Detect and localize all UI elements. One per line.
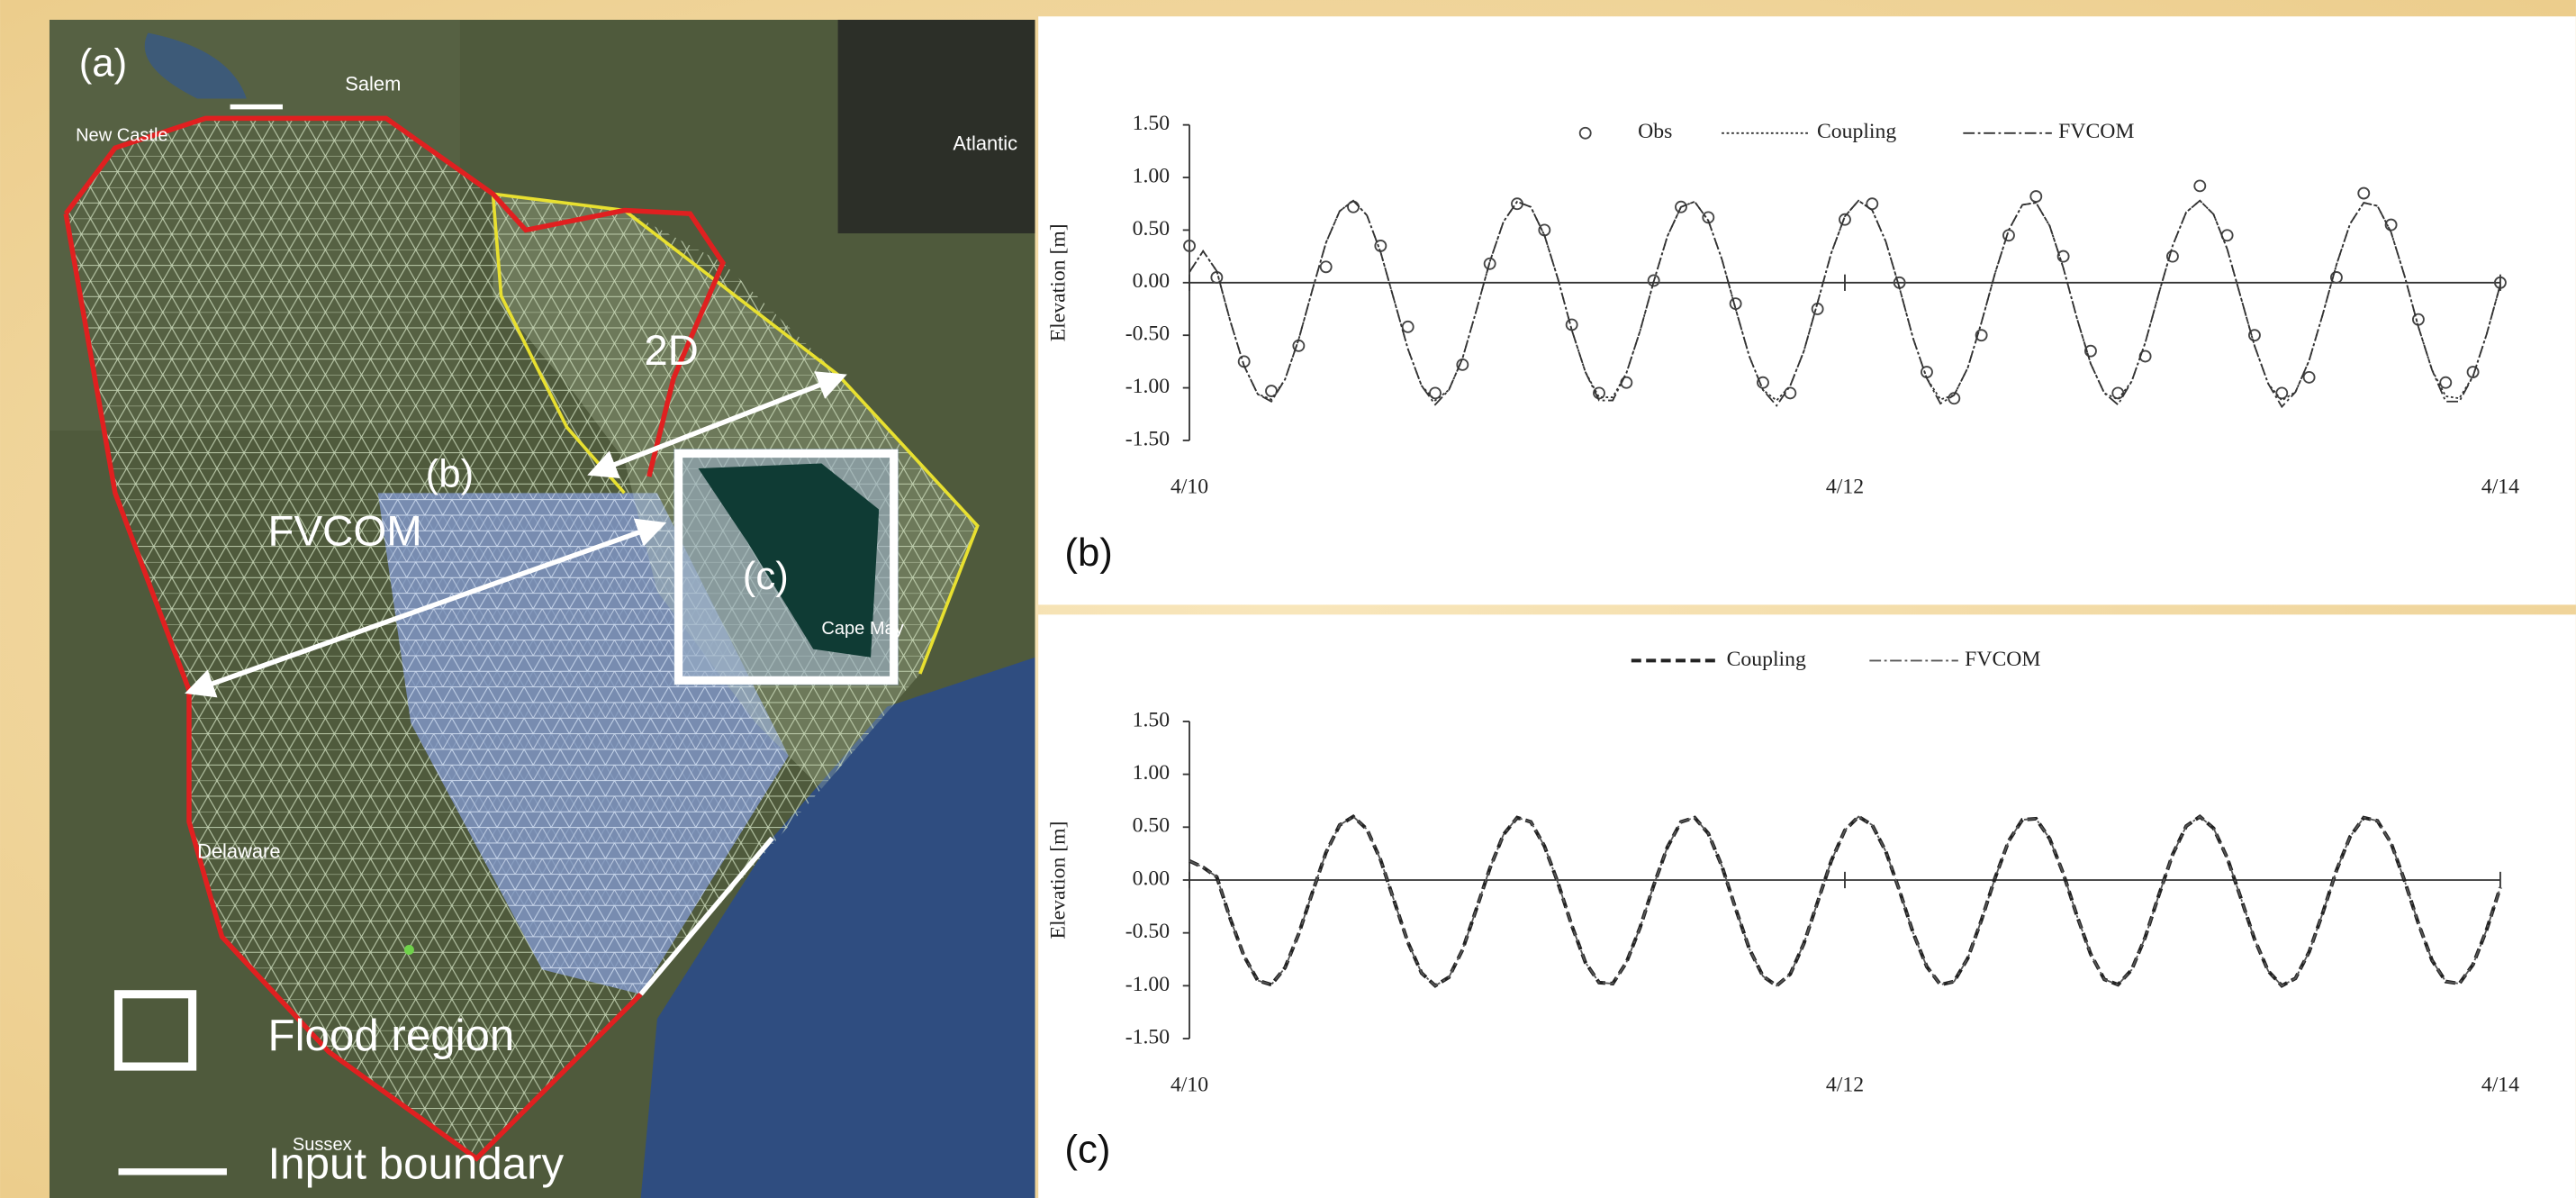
chart-panel — [1038, 16, 2576, 605]
legend-label: Flood region — [268, 1011, 515, 1060]
panel-label: (b) — [1064, 531, 1113, 575]
input-boundary — [638, 836, 774, 996]
obs-point — [2029, 190, 2043, 203]
obs-point — [1429, 386, 1442, 400]
y-tick-label: -0.50 — [1125, 920, 1170, 943]
obs-point — [2084, 344, 2097, 358]
arrow — [587, 371, 847, 479]
obs-point — [2302, 370, 2316, 384]
x-tick-label: 4/10 — [1170, 1073, 1208, 1096]
x-tick-label: 4/12 — [1826, 1073, 1864, 1096]
y-tick-label: -1.50 — [1125, 427, 1170, 450]
obs-point — [2193, 179, 2207, 193]
y-tick-label: -1.50 — [1125, 1025, 1170, 1048]
obs-point — [2466, 366, 2480, 378]
series-line — [1189, 199, 2501, 402]
obs-point — [1483, 257, 1496, 270]
obs-point — [2439, 376, 2453, 389]
legend-label: FVCOM — [1965, 648, 2040, 671]
panel-label: (a) — [79, 41, 128, 86]
y-axis-label: Elevation [m] — [1046, 223, 1070, 341]
arrow — [185, 518, 667, 698]
obs-point — [1839, 213, 1851, 226]
y-tick-label: -1.00 — [1125, 375, 1170, 398]
region-label: FVCOM — [268, 507, 422, 555]
y-tick-label: 1.00 — [1133, 761, 1170, 785]
chart-panel — [1038, 614, 2576, 1198]
obs-point — [2056, 250, 2070, 263]
panel-label: (c) — [1064, 1127, 1110, 1171]
y-tick-label: -1.00 — [1125, 973, 1170, 996]
legend-symbol — [1578, 126, 1592, 140]
place-label: Cape May — [821, 619, 903, 639]
obs-point — [1319, 260, 1333, 274]
obs-point — [2493, 276, 2507, 289]
obs-point — [2166, 250, 2179, 263]
obs-point — [2248, 329, 2261, 342]
obs-point — [2275, 386, 2289, 400]
y-tick-label: 1.50 — [1133, 112, 1170, 135]
obs-point — [1565, 318, 1578, 331]
legend-label: Coupling — [1727, 648, 1806, 671]
obs-point — [2330, 271, 2343, 284]
y-tick-label: -0.50 — [1125, 322, 1170, 346]
obs-point — [1401, 320, 1415, 333]
obs-point — [1948, 392, 1961, 405]
map: (a) Salem New Castle Atlantic Delaware C… — [49, 19, 1035, 1198]
x-tick-label: 4/10 — [1170, 475, 1208, 498]
y-tick-label: 0.00 — [1133, 269, 1170, 293]
obs-point — [2357, 186, 2371, 200]
legend-label: Obs — [1638, 120, 1672, 143]
y-tick-label: 0.00 — [1133, 867, 1170, 890]
obs-point — [1183, 240, 1196, 252]
legend-label: Coupling — [1817, 120, 1896, 143]
obs-point — [1675, 200, 1687, 213]
y-tick-label: 1.50 — [1133, 708, 1170, 731]
legend-box — [113, 990, 197, 1071]
place-label: Sussex — [293, 1135, 352, 1155]
region-label: 2D — [644, 327, 699, 375]
y-tick-label: 1.00 — [1133, 164, 1170, 187]
region-label: (c) — [743, 554, 789, 598]
x-tick-label: 4/14 — [2481, 1073, 2519, 1096]
obs-point — [1647, 274, 1660, 287]
fvcom-boundary — [63, 115, 726, 1162]
y-tick-label: 0.50 — [1133, 217, 1170, 241]
y-axis-label: Elevation [m] — [1046, 821, 1070, 939]
place-label: Delaware — [197, 840, 280, 863]
obs-point — [2384, 218, 2398, 231]
obs-point — [1593, 386, 1605, 400]
x-tick-label: 4/14 — [2481, 475, 2519, 498]
y-tick-label: 0.50 — [1133, 814, 1170, 838]
series-line — [1189, 199, 2501, 409]
ocean — [640, 657, 1035, 1198]
legend-label: Input boundary — [268, 1139, 565, 1188]
legend-label: FVCOM — [2058, 120, 2134, 143]
place-label: New Castle — [76, 126, 168, 146]
x-tick-label: 4/12 — [1826, 475, 1864, 498]
series-line — [1189, 815, 2501, 987]
place-label: Salem — [345, 73, 401, 95]
region-label: (b) — [426, 452, 475, 496]
place-label: Atlantic — [953, 132, 1017, 154]
obs-point — [1975, 329, 1988, 342]
flood-area — [698, 463, 880, 658]
